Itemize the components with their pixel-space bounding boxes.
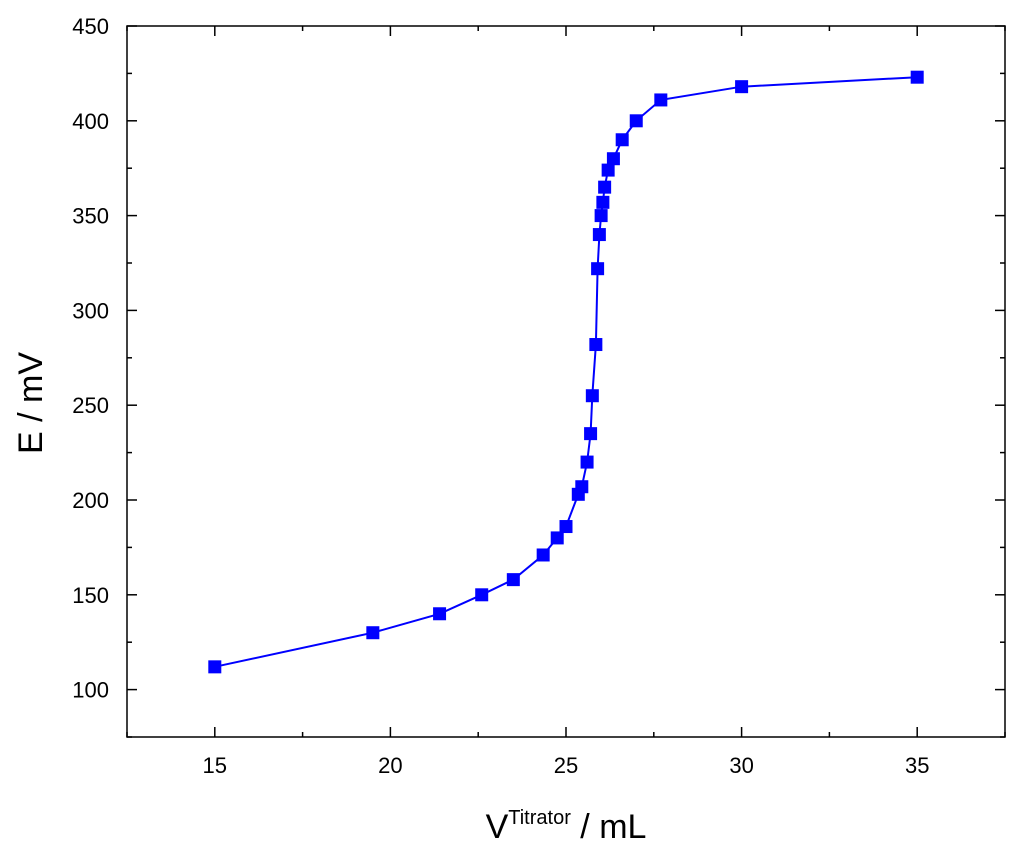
data-point-marker [366, 626, 380, 640]
y-tick-label: 150 [72, 583, 109, 608]
data-point-marker [208, 660, 222, 674]
data-point-marker [594, 209, 608, 223]
data-point-marker [580, 455, 594, 469]
y-tick-label: 350 [72, 204, 109, 229]
data-point-marker [550, 531, 564, 545]
data-point-marker [589, 338, 603, 352]
x-axis-title-superscript: Titrator [508, 807, 571, 829]
x-tick-label: 35 [905, 753, 929, 778]
data-point-marker [596, 195, 610, 209]
x-tick-label: 20 [378, 753, 402, 778]
data-point-marker [598, 180, 612, 194]
x-axis-title-suffix: / mL [571, 808, 647, 846]
data-point-marker [606, 152, 620, 166]
x-axis-title-base: V [486, 808, 509, 846]
x-axis-title: VTitrator / mL [486, 807, 647, 846]
series-line [214, 76, 918, 668]
data-point-marker [654, 93, 668, 107]
data-point-marker [910, 70, 924, 84]
data-point-marker [629, 114, 643, 128]
x-tick-label: 15 [203, 753, 227, 778]
y-tick-label: 200 [72, 488, 109, 513]
data-point-marker [433, 607, 447, 621]
data-point-marker [559, 520, 573, 534]
plot-frame [126, 25, 1006, 738]
y-axis-title: E / mV [12, 352, 50, 454]
data-point-marker [591, 262, 605, 276]
y-tick-label: 100 [72, 678, 109, 703]
data-point-marker [592, 228, 606, 242]
data-point-marker [506, 573, 520, 587]
y-tick-label: 300 [72, 298, 109, 323]
y-tick-label: 450 [72, 14, 109, 39]
data-point-marker [575, 480, 589, 494]
series-group [208, 70, 924, 674]
x-tick-label: 25 [554, 753, 578, 778]
data-point-marker [601, 163, 615, 177]
y-tick-label: 400 [72, 109, 109, 134]
data-point-marker [475, 588, 489, 602]
data-point-marker [536, 548, 550, 562]
data-point-marker [735, 80, 749, 94]
x-tick-label: 30 [729, 753, 753, 778]
y-tick-label: 250 [72, 393, 109, 418]
axes: 15 20 25 30 35 100 150 200 250 300 350 400 450 [72, 14, 1006, 778]
data-point-marker [615, 133, 629, 147]
data-point-marker [584, 427, 598, 441]
data-point-marker [585, 389, 599, 403]
